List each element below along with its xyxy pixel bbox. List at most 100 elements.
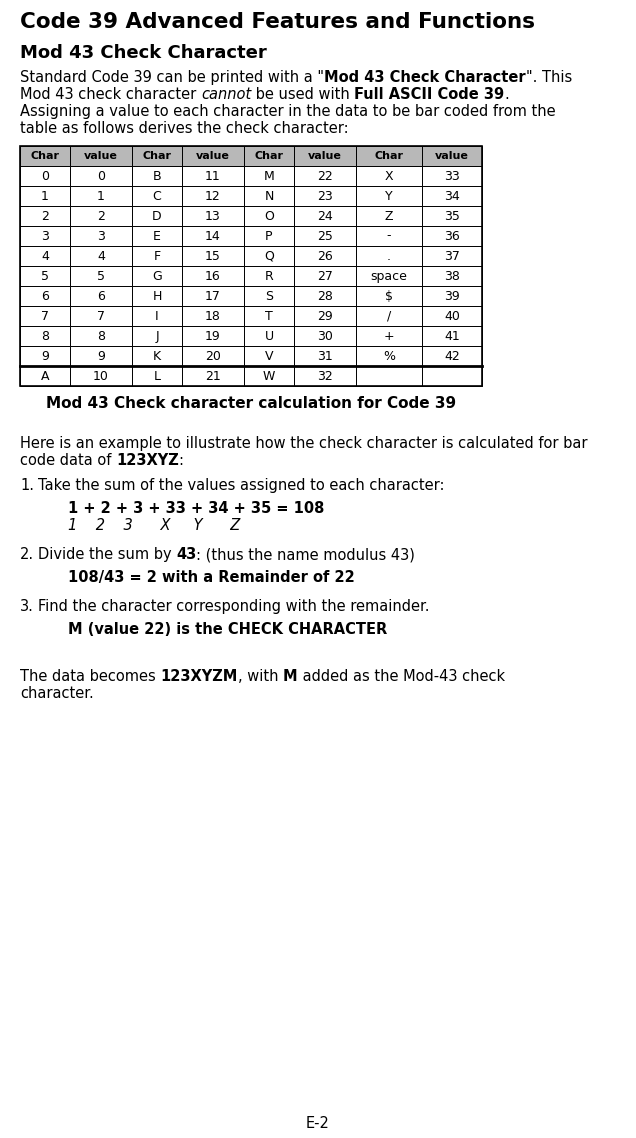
Text: 3: 3 — [97, 230, 105, 242]
Bar — [294, 185, 356, 206]
Text: 41: 41 — [444, 330, 460, 343]
Text: Take the sum of the values assigned to each character:: Take the sum of the values assigned to e… — [38, 478, 445, 493]
Text: Mod 43 Check Character: Mod 43 Check Character — [20, 44, 266, 61]
Text: 1 + 2 + 3 + 33 + 34 + 35 = 108: 1 + 2 + 3 + 33 + 34 + 35 = 108 — [68, 501, 324, 516]
Text: R: R — [265, 270, 273, 282]
Text: Assigning a value to each character in the data to be bar coded from the: Assigning a value to each character in t… — [20, 104, 556, 119]
Bar — [20, 206, 70, 226]
Bar — [182, 306, 244, 325]
Text: D: D — [152, 209, 162, 223]
Text: Char: Char — [375, 151, 403, 160]
Text: W: W — [263, 370, 275, 382]
Text: E: E — [153, 230, 161, 242]
Text: 5: 5 — [97, 270, 105, 282]
Bar — [20, 226, 70, 246]
Text: V: V — [265, 349, 273, 363]
Text: %: % — [383, 349, 395, 363]
Bar — [182, 346, 244, 366]
Bar — [132, 346, 182, 366]
Text: M: M — [283, 669, 298, 684]
Text: 6: 6 — [41, 289, 49, 303]
Text: : (thus the name modulus 43): : (thus the name modulus 43) — [197, 547, 415, 562]
Text: Char: Char — [31, 151, 60, 160]
Text: Standard Code 39 can be printed with a ": Standard Code 39 can be printed with a " — [20, 71, 324, 85]
Bar — [20, 166, 70, 185]
Text: E-2: E-2 — [306, 1116, 330, 1131]
Bar — [356, 246, 422, 266]
Bar — [182, 246, 244, 266]
Bar — [356, 166, 422, 185]
Text: .: . — [504, 86, 509, 102]
Text: Char: Char — [254, 151, 284, 160]
Bar — [294, 286, 356, 306]
Bar — [422, 266, 482, 286]
Text: 28: 28 — [317, 289, 333, 303]
Text: +: + — [384, 330, 394, 343]
Bar — [244, 146, 294, 166]
Bar — [422, 346, 482, 366]
Text: 19: 19 — [205, 330, 221, 343]
Bar — [356, 346, 422, 366]
Text: 14: 14 — [205, 230, 221, 242]
Text: ". This: ". This — [525, 71, 572, 85]
Text: Full ASCII Code 39: Full ASCII Code 39 — [354, 86, 504, 102]
Text: 29: 29 — [317, 310, 333, 322]
Bar — [294, 306, 356, 325]
Text: X: X — [385, 170, 393, 182]
Bar — [70, 206, 132, 226]
Bar — [20, 346, 70, 366]
Text: Here is an example to illustrate how the check character is calculated for bar: Here is an example to illustrate how the… — [20, 436, 588, 451]
Bar — [294, 146, 356, 166]
Text: U: U — [265, 330, 273, 343]
Text: 12: 12 — [205, 190, 221, 203]
Text: 6: 6 — [97, 289, 105, 303]
Bar — [70, 306, 132, 325]
Text: value: value — [196, 151, 230, 160]
Bar — [356, 185, 422, 206]
Bar — [356, 146, 422, 166]
Text: value: value — [308, 151, 342, 160]
Bar — [294, 346, 356, 366]
Text: 8: 8 — [41, 330, 49, 343]
Bar — [356, 306, 422, 325]
Bar — [422, 226, 482, 246]
Text: 13: 13 — [205, 209, 221, 223]
Text: character.: character. — [20, 686, 93, 701]
Text: Find the character corresponding with the remainder.: Find the character corresponding with th… — [38, 599, 429, 615]
Text: table as follows derives the check character:: table as follows derives the check chara… — [20, 121, 349, 137]
Text: space: space — [371, 270, 408, 282]
Text: 39: 39 — [444, 289, 460, 303]
Text: 43: 43 — [176, 547, 197, 562]
Bar — [132, 286, 182, 306]
Text: 38: 38 — [444, 270, 460, 282]
Text: 1: 1 — [97, 190, 105, 203]
Bar — [132, 325, 182, 346]
Bar — [294, 325, 356, 346]
Bar — [70, 266, 132, 286]
Text: 25: 25 — [317, 230, 333, 242]
Bar — [20, 146, 70, 166]
Bar — [244, 325, 294, 346]
Bar — [294, 226, 356, 246]
Text: 3: 3 — [41, 230, 49, 242]
Text: 24: 24 — [317, 209, 333, 223]
Bar — [422, 206, 482, 226]
Bar — [356, 366, 422, 386]
Bar — [422, 246, 482, 266]
Text: J: J — [155, 330, 159, 343]
Text: value: value — [84, 151, 118, 160]
Text: F: F — [153, 249, 160, 263]
Bar — [356, 286, 422, 306]
Bar — [356, 266, 422, 286]
Text: S: S — [265, 289, 273, 303]
Bar — [244, 306, 294, 325]
Text: 17: 17 — [205, 289, 221, 303]
Text: 123XYZM: 123XYZM — [160, 669, 238, 684]
Text: 15: 15 — [205, 249, 221, 263]
Text: 35: 35 — [444, 209, 460, 223]
Bar — [356, 226, 422, 246]
Bar — [182, 146, 244, 166]
Bar — [20, 306, 70, 325]
Bar — [182, 226, 244, 246]
Text: K: K — [153, 349, 161, 363]
